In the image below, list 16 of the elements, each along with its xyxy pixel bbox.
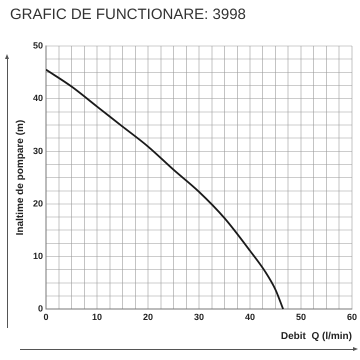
chart-title: GRAFIC DE FUNCTIONARE: 3998 — [10, 6, 246, 24]
x-tick-label: 10 — [92, 312, 102, 322]
x-tick-label: 50 — [296, 312, 306, 322]
line-series — [46, 68, 284, 310]
y-tick-label: 20 — [32, 198, 44, 208]
x-tick-label: 20 — [143, 312, 154, 322]
x-tick-label: 60 — [346, 312, 357, 322]
y-tick-label: 40 — [32, 93, 44, 104]
y-tick-label: 0 — [38, 304, 44, 314]
y-axis-title: Inaltime de pompare (m) — [14, 120, 26, 236]
x-axis-title: Debit Q (l/min) — [280, 330, 352, 342]
y-tick-label: 30 — [32, 146, 44, 156]
x-tick-label: 40 — [244, 312, 256, 322]
x-tick-label: 30 — [194, 312, 204, 322]
y-tick-label: 10 — [32, 251, 44, 262]
y-tick-label: 50 — [32, 40, 44, 50]
